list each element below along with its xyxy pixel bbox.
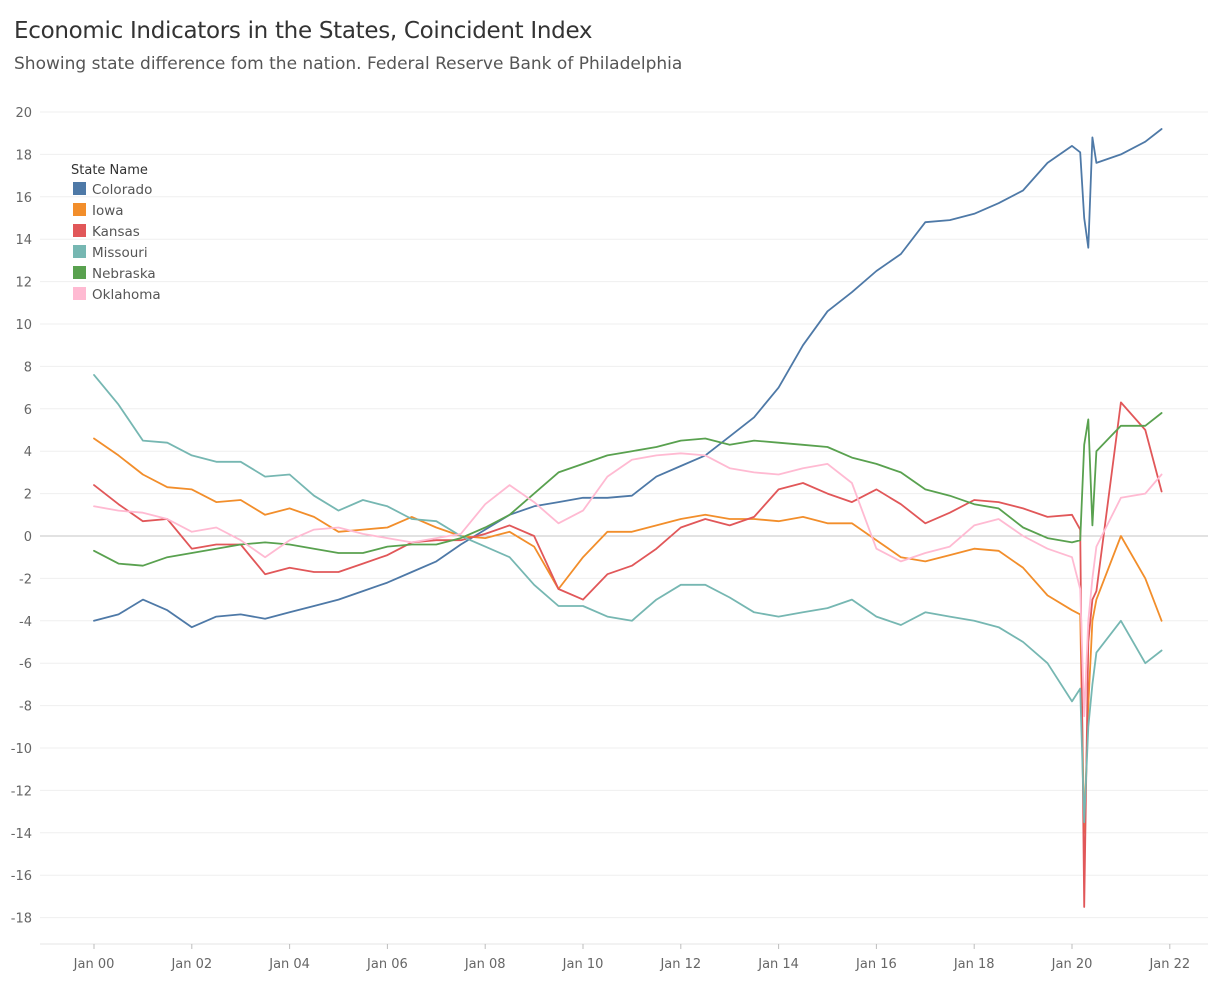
series-line-missouri[interactable] [93, 373, 1163, 824]
x-tick-label: Jan 10 [562, 957, 604, 972]
x-tick-label: Jan 06 [366, 957, 408, 972]
x-tick-label: Jan 18 [953, 957, 995, 972]
legend-label: Oklahoma [92, 287, 161, 303]
y-tick-label: 14 [15, 233, 32, 248]
y-tick-label: 8 [24, 360, 32, 375]
legend-item-oklahoma[interactable]: Oklahoma [73, 287, 161, 303]
legend-label: Colorado [92, 182, 152, 198]
y-tick-label: 12 [15, 276, 32, 291]
legend-item-colorado[interactable]: Colorado [73, 182, 152, 198]
y-tick-label: -14 [11, 827, 32, 842]
y-tick-label: 18 [15, 148, 32, 163]
series-line-iowa[interactable] [93, 437, 1163, 834]
legend-label: Iowa [92, 203, 124, 219]
y-tick-label: 2 [24, 488, 32, 503]
y-tick-label: -18 [11, 912, 32, 927]
x-tick-label: Jan 22 [1148, 957, 1190, 972]
y-tick-label: -8 [19, 700, 32, 715]
series-line-colorado[interactable] [93, 128, 1163, 629]
legend-swatch [73, 266, 86, 279]
chart-title: Economic Indicators in the States, Coinc… [14, 18, 593, 44]
grid-layer [40, 111, 1208, 945]
legend-item-iowa[interactable]: Iowa [73, 203, 124, 219]
series-layer [93, 128, 1163, 908]
x-tick-label: Jan 02 [170, 957, 212, 972]
x-tick-label: Jan 00 [73, 957, 115, 972]
x-tick-label: Jan 08 [464, 957, 506, 972]
y-tick-label: -4 [19, 615, 32, 630]
series-line-kansas[interactable] [93, 401, 1163, 908]
y-tick-label: -16 [11, 869, 32, 884]
legend-title: State Name [71, 163, 148, 178]
x-tick-label: Jan 12 [659, 957, 701, 972]
y-tick-label: -12 [11, 784, 32, 799]
y-tick-label: 20 [15, 106, 32, 121]
series-line-oklahoma[interactable] [93, 452, 1163, 718]
y-tick-label: 0 [24, 530, 32, 545]
y-tick-label: 10 [15, 318, 32, 333]
legend-item-nebraska[interactable]: Nebraska [73, 266, 156, 282]
x-tick-label: Jan 20 [1051, 957, 1093, 972]
series-line-nebraska[interactable] [93, 412, 1163, 567]
y-tick-label: -10 [11, 742, 32, 757]
legend-swatch [73, 203, 86, 216]
chart-subtitle: Showing state difference fom the nation.… [14, 54, 683, 74]
legend-item-missouri[interactable]: Missouri [73, 245, 148, 261]
legend-label: Nebraska [92, 266, 156, 282]
legend-swatch [73, 287, 86, 300]
legend-item-kansas[interactable]: Kansas [73, 224, 140, 240]
legend[interactable]: State Name Colorado Iowa Kansas Missouri Neb… [71, 163, 161, 303]
x-tick-label: Jan 16 [855, 957, 897, 972]
y-tick-label: 4 [24, 445, 32, 460]
y-tick-label: 6 [24, 403, 32, 418]
x-tick-label: Jan 04 [268, 957, 310, 972]
x-axis: Jan 00 Jan 02 Jan 04 Jan 06 Jan 08 Jan 10 Jan … [73, 944, 1190, 972]
legend-swatch [73, 245, 86, 258]
legend-swatch [73, 224, 86, 237]
y-tick-label: 16 [15, 191, 32, 206]
legend-label: Kansas [92, 224, 140, 240]
x-tick-label: Jan 14 [757, 957, 799, 972]
y-tick-label: -6 [19, 657, 32, 672]
legend-label: Missouri [92, 245, 148, 261]
y-tick-label: -2 [19, 572, 32, 587]
legend-swatch [73, 182, 86, 195]
